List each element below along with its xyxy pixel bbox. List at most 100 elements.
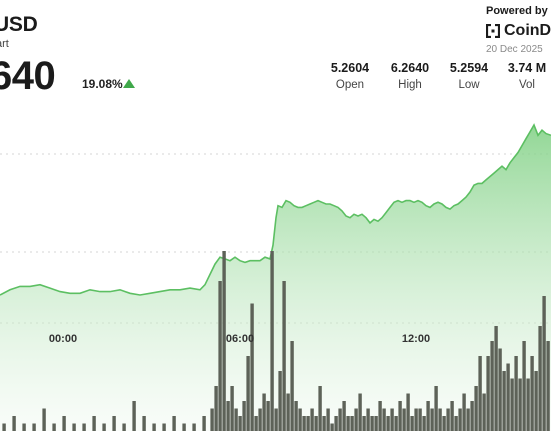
volume-bar bbox=[370, 416, 374, 431]
volume-bar bbox=[426, 401, 430, 431]
volume-bar bbox=[378, 401, 382, 431]
volume-bar bbox=[310, 408, 314, 431]
volume-bar bbox=[22, 423, 26, 431]
volume-bar bbox=[534, 371, 538, 431]
volume-bar bbox=[546, 341, 550, 431]
stat-low-value: 5.2594 bbox=[449, 61, 489, 75]
volume-bar bbox=[242, 401, 246, 431]
volume-bar bbox=[346, 416, 350, 431]
volume-bar bbox=[62, 416, 66, 431]
volume-bar bbox=[92, 416, 96, 431]
stat-open-label: Open bbox=[335, 79, 365, 91]
up-arrow-icon bbox=[123, 79, 135, 88]
volume-bar bbox=[162, 423, 166, 431]
volume-bar bbox=[358, 393, 362, 431]
volume-bar bbox=[518, 378, 522, 431]
volume-bar bbox=[262, 393, 266, 431]
volume-bar bbox=[318, 386, 322, 431]
asset-subtitle: art bbox=[0, 38, 9, 50]
volume-bar bbox=[398, 401, 402, 431]
volume-bar bbox=[466, 408, 470, 431]
volume-bar bbox=[526, 378, 530, 431]
stat-vol: 3.74 M Vol bbox=[497, 61, 551, 91]
volume-bar bbox=[222, 251, 226, 431]
volume-bar bbox=[286, 393, 290, 431]
volume-bar bbox=[374, 416, 378, 431]
volume-bar bbox=[172, 416, 176, 431]
volume-bar bbox=[42, 408, 46, 431]
volume-bar bbox=[266, 401, 270, 431]
volume-bar bbox=[338, 408, 342, 431]
volume-bar bbox=[414, 408, 418, 431]
volume-bar bbox=[474, 386, 478, 431]
volume-bar bbox=[250, 303, 254, 431]
volume-bar bbox=[366, 408, 370, 431]
volume-bar bbox=[294, 401, 298, 431]
price-volume-chart: 00:00 06:00 12:00 bbox=[0, 123, 551, 431]
chart-date: 20 Dec 2025 bbox=[486, 44, 543, 55]
stat-vol-label: Vol bbox=[519, 79, 535, 91]
volume-bar bbox=[254, 416, 258, 431]
coindesk-logo-text: CoinDe bbox=[504, 22, 551, 39]
stat-open-value: 5.2604 bbox=[330, 61, 370, 75]
volume-bar bbox=[422, 416, 426, 431]
volume-bar bbox=[290, 341, 294, 431]
volume-bar bbox=[450, 401, 454, 431]
volume-bar bbox=[446, 408, 450, 431]
volume-bar bbox=[530, 356, 534, 431]
stat-vol-value: 3.74 M bbox=[507, 61, 547, 75]
volume-bar bbox=[32, 423, 36, 431]
stat-open: 5.2604 Open bbox=[320, 61, 380, 91]
volume-bar bbox=[112, 416, 116, 431]
volume-bar bbox=[402, 408, 406, 431]
volume-bar bbox=[490, 341, 494, 431]
volume-bar bbox=[226, 401, 230, 431]
coindesk-logo: CoinDe bbox=[486, 22, 551, 40]
volume-bar bbox=[230, 386, 234, 431]
volume-bar bbox=[298, 408, 302, 431]
volume-bar bbox=[72, 423, 76, 431]
volume-bar bbox=[238, 416, 242, 431]
volume-bar bbox=[152, 423, 156, 431]
volume-bar bbox=[482, 393, 486, 431]
stat-low-label: Low bbox=[458, 79, 480, 91]
volume-bar bbox=[12, 416, 16, 431]
volume-bar bbox=[386, 416, 390, 431]
volume-bar bbox=[330, 423, 334, 431]
volume-bar bbox=[406, 393, 410, 431]
volume-bar bbox=[522, 341, 526, 431]
volume-bar bbox=[510, 378, 514, 431]
price-change-percent: 19.08% bbox=[82, 77, 123, 91]
volume-bar bbox=[410, 416, 414, 431]
volume-bar bbox=[234, 408, 238, 431]
volume-bar bbox=[462, 393, 466, 431]
volume-bar bbox=[502, 371, 506, 431]
volume-bar bbox=[382, 408, 386, 431]
volume-bar bbox=[442, 416, 446, 431]
volume-bar bbox=[430, 408, 434, 431]
volume-bar bbox=[390, 408, 394, 431]
volume-bar bbox=[514, 356, 518, 431]
volume-bar bbox=[506, 363, 510, 431]
volume-bar bbox=[122, 423, 126, 431]
volume-bar bbox=[282, 281, 286, 431]
volume-bar bbox=[434, 386, 438, 431]
volume-bars bbox=[2, 251, 550, 431]
volume-bar bbox=[498, 348, 502, 431]
volume-bar bbox=[82, 423, 86, 431]
volume-bar bbox=[246, 356, 250, 431]
volume-bar bbox=[334, 416, 338, 431]
volume-bar bbox=[322, 416, 326, 431]
volume-bar bbox=[354, 408, 358, 431]
volume-bar bbox=[538, 326, 542, 431]
volume-bar bbox=[342, 401, 346, 431]
volume-bar bbox=[258, 408, 262, 431]
volume-bar bbox=[142, 416, 146, 431]
volume-bar bbox=[458, 408, 462, 431]
volume-bar bbox=[362, 416, 366, 431]
volume-bar bbox=[278, 371, 282, 431]
volume-bar bbox=[218, 281, 222, 431]
coindesk-bracket-icon bbox=[486, 24, 500, 38]
volume-bar bbox=[274, 408, 278, 431]
volume-bar bbox=[486, 356, 490, 431]
